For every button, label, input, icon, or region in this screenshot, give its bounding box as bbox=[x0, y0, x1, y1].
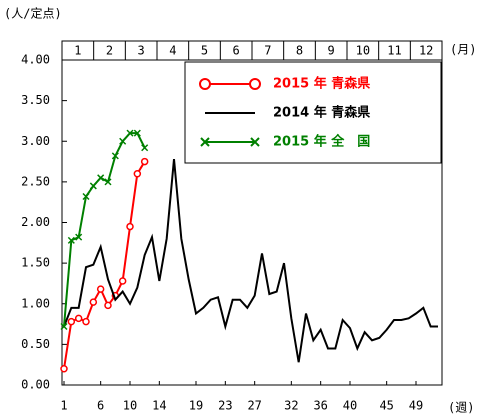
point bbox=[126, 129, 134, 137]
x-tick-label: 49 bbox=[409, 399, 423, 413]
point bbox=[82, 192, 90, 201]
y-tick-label: 0.50 bbox=[21, 337, 50, 351]
point bbox=[60, 322, 68, 331]
x-tick-label: 45 bbox=[379, 399, 393, 413]
y-tick-label: 1.00 bbox=[21, 296, 50, 310]
point bbox=[126, 222, 134, 231]
x-tick-label: 14 bbox=[152, 399, 166, 413]
month-label: 2 bbox=[106, 44, 113, 58]
month-label: 12 bbox=[419, 44, 433, 58]
point bbox=[141, 144, 149, 152]
month-label: 5 bbox=[201, 44, 208, 58]
point bbox=[133, 170, 142, 178]
y-tick-label: 0.00 bbox=[21, 378, 50, 392]
x-tick-label: 1 bbox=[60, 399, 67, 413]
point bbox=[133, 129, 141, 137]
month-label: 3 bbox=[138, 44, 145, 58]
point bbox=[82, 317, 90, 326]
point bbox=[97, 174, 105, 182]
y-tick-label: 1.50 bbox=[21, 256, 50, 270]
month-label: 6 bbox=[233, 44, 240, 58]
y-tick-label: 2.50 bbox=[21, 174, 50, 188]
legend-label: 2015 年 全 国 bbox=[273, 134, 370, 150]
month-label: 10 bbox=[356, 44, 370, 58]
series-line bbox=[63, 159, 438, 363]
point bbox=[67, 317, 76, 326]
x-tick-label: 10 bbox=[123, 399, 137, 413]
x-tick-label: 6 bbox=[97, 399, 104, 413]
x-tick-label: 32 bbox=[284, 399, 298, 413]
month-label: 4 bbox=[169, 44, 176, 58]
legend-marker bbox=[249, 78, 261, 90]
x-tick-label: 19 bbox=[189, 399, 203, 413]
point bbox=[89, 298, 98, 306]
month-label: 8 bbox=[296, 44, 303, 58]
month-label: 9 bbox=[328, 44, 335, 58]
point bbox=[89, 182, 97, 190]
x-tick-label: 40 bbox=[343, 399, 357, 413]
point bbox=[104, 178, 112, 186]
point bbox=[96, 285, 105, 293]
y-axis-label: (人/定点) bbox=[4, 6, 62, 21]
point bbox=[60, 365, 68, 373]
point bbox=[118, 277, 127, 285]
x-tick-label: 23 bbox=[218, 399, 232, 413]
y-tick-label: 3.00 bbox=[21, 134, 50, 148]
x-axis-label: (週) bbox=[448, 401, 474, 415]
month-unit: (月) bbox=[450, 43, 476, 57]
point bbox=[111, 152, 119, 160]
y-tick-label: 3.50 bbox=[21, 93, 50, 107]
point bbox=[75, 233, 83, 241]
point bbox=[119, 137, 127, 145]
point bbox=[74, 314, 83, 323]
y-tick-label: 2.00 bbox=[21, 215, 50, 229]
legend-marker bbox=[250, 137, 260, 147]
x-tick-label: 27 bbox=[247, 399, 261, 413]
month-label: 7 bbox=[264, 44, 271, 58]
legend-label: 2014 年 青森県 bbox=[273, 105, 370, 121]
point bbox=[104, 301, 112, 310]
point bbox=[67, 236, 75, 244]
legend-marker bbox=[199, 78, 211, 90]
point bbox=[140, 157, 149, 166]
x-tick-label: 36 bbox=[313, 399, 327, 413]
y-tick-label: 4.00 bbox=[21, 53, 50, 67]
legend-label: 2015 年 青森県 bbox=[273, 76, 370, 92]
legend-marker bbox=[200, 137, 210, 147]
month-label: 1 bbox=[74, 44, 81, 58]
month-label: 11 bbox=[387, 44, 401, 58]
